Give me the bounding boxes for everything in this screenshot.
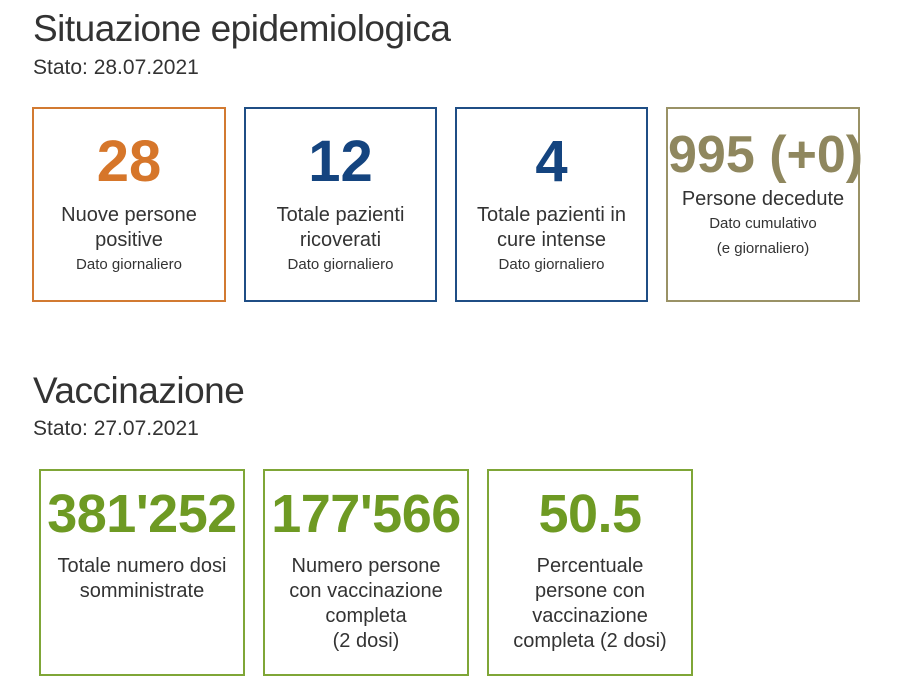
stat-card-intensive-care: 4 Totale pazienti in cure intense Dato g… [455,107,648,302]
stat-card-hospitalized: 12 Totale pazienti ricoverati Dato giorn… [244,107,437,302]
stat-label: somministrate [79,580,205,602]
stat-label: completa [325,605,407,627]
stat-value: 50.5 [538,484,642,544]
stat-card-total-doses: 381'252 Totale numero dosi somministrate [39,469,245,676]
stat-label: Totale pazienti [276,204,405,226]
stat-label: Numero persone [291,555,441,577]
stat-value: 381'252 [47,484,237,544]
stat-note: Dato giornaliero [76,256,182,273]
stat-note: Dato giornaliero [287,256,394,273]
stat-label: cure intense [497,229,606,251]
stat-note: Dato giornaliero [498,256,605,273]
stat-label: Nuove persone [61,204,197,226]
stat-card-percent-vaccinated: 50.5 Percentuale persone con vaccinazion… [487,469,693,676]
stat-label: Totale numero dosi [57,555,227,577]
stat-value: 28 [96,129,162,194]
epidemiology-date: Stato: 28.07.2021 [33,56,199,79]
stat-note: Dato cumulativo [709,215,817,232]
vaccination-title: Vaccinazione [33,370,245,411]
stat-value: 4 [535,129,568,194]
stat-card-new-positives: 28 Nuove persone positive Dato giornalie… [32,107,226,302]
stat-label: persone con [534,580,646,602]
stat-value: 177'566 [271,484,461,544]
stat-label: vaccinazione [532,605,648,627]
vaccination-date: Stato: 27.07.2021 [33,417,199,440]
stat-note: (e giornaliero) [716,240,810,257]
stat-card-deaths: 995 (+0) Persone decedute Dato cumulativ… [666,107,864,302]
stat-label: con vaccinazione [289,580,443,602]
stat-label: Percentuale [536,555,644,577]
stat-label: completa (2 dosi) [513,630,667,652]
stat-label: Totale pazienti in [477,204,626,226]
stat-label: ricoverati [299,229,382,251]
stat-label: (2 dosi) [332,630,400,652]
stat-card-fully-vaccinated: 177'566 Numero persone con vaccinazione … [263,469,469,676]
stat-value: 12 [308,129,373,194]
epidemiology-title: Situazione epidemiologica [33,8,451,49]
stat-label: positive [95,229,163,251]
stat-label: Persone decedute [681,188,845,210]
stat-value: 995 (+0) [668,126,864,184]
